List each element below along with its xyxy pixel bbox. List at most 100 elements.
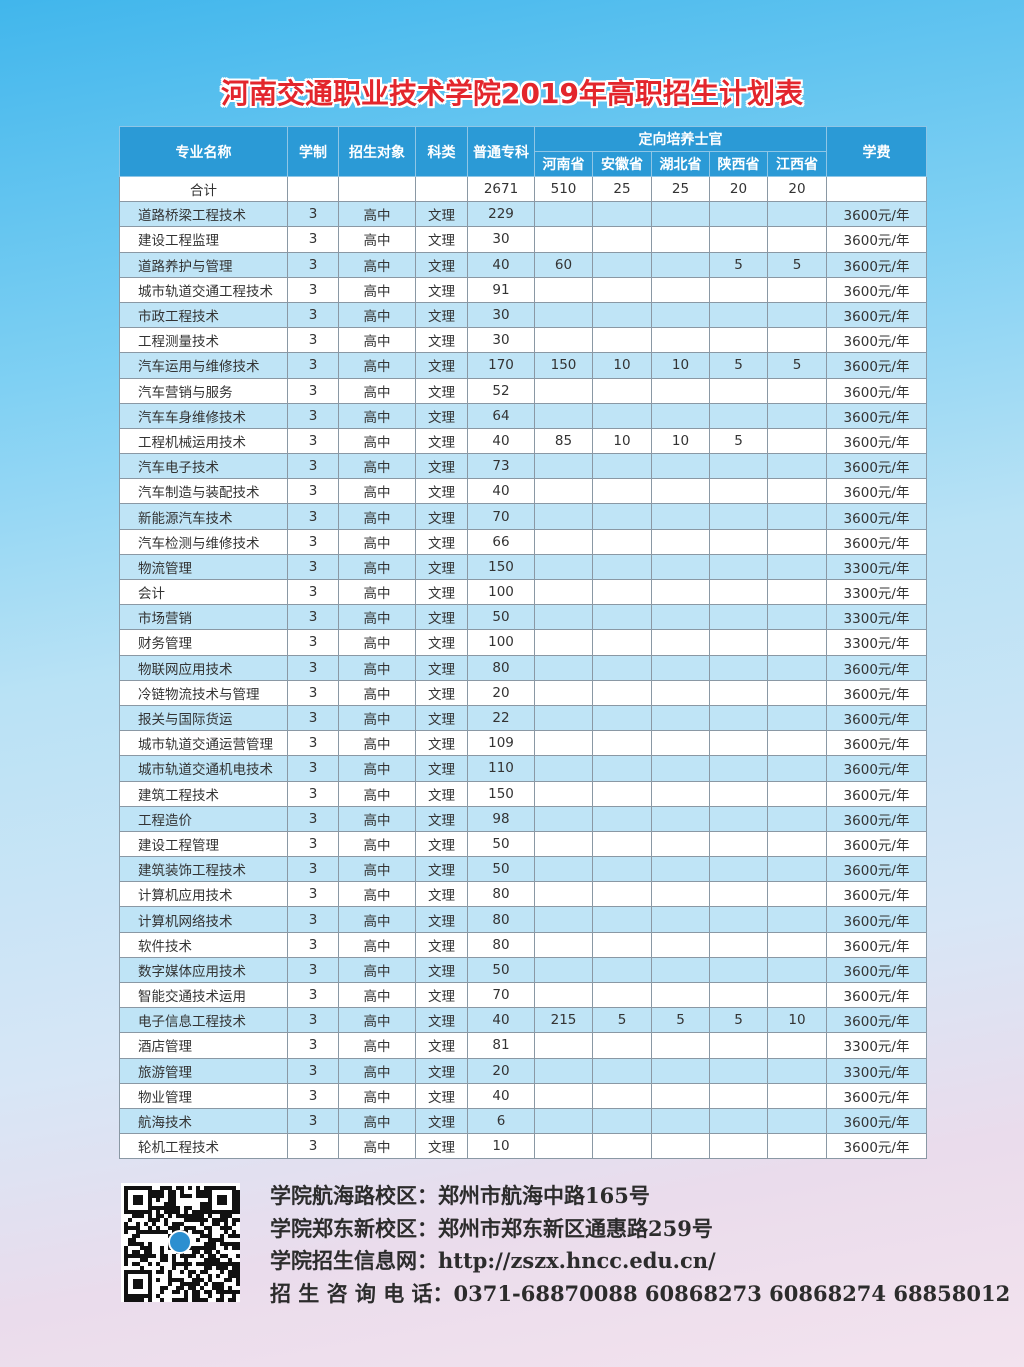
major-name: 新能源汽车技术 [119,503,288,530]
tuition-fee: 3600元/年 [826,226,927,253]
cell: 3 [287,578,339,606]
qr-code-icon [124,1186,240,1302]
cell [534,1107,593,1135]
tuition-fee: 3600元/年 [826,402,927,429]
cell: 170 [467,352,535,379]
cell [651,377,710,404]
cell [651,881,710,908]
cell: 3 [287,704,339,732]
cell [767,679,827,706]
major-name: 工程造价 [119,805,288,832]
cell [592,654,652,681]
table-row: 道路桥梁工程技术 3 高中 文理 229 3600元/年 [119,201,927,228]
cell [651,327,710,354]
header-province: 河南省 [534,151,593,177]
cell [651,805,710,832]
major-name: 计算机应用技术 [119,881,288,908]
cell: 20 [467,679,535,706]
table-row: 航海技术 3 高中 文理 6 3600元/年 [119,1107,927,1135]
cell: 5 [592,1007,652,1034]
tuition-fee: 3600元/年 [826,1082,927,1109]
cell [592,956,652,984]
cell [592,1057,652,1084]
cell: 3 [287,906,339,933]
major-name: 会计 [119,578,288,606]
cell [709,931,768,958]
cell [534,604,593,631]
cell [767,402,827,429]
table-row: 财务管理 3 高中 文理 100 3300元/年 [119,629,927,656]
cell: 70 [467,981,535,1009]
cell [592,578,652,606]
cell [534,856,593,883]
tuition-fee: 3300元/年 [826,553,927,581]
tuition-fee: 3600元/年 [826,251,927,278]
cell [767,704,827,732]
cell: 文理 [415,402,468,429]
cell [709,654,768,681]
cell: 40 [467,427,535,455]
cell [767,1107,827,1135]
cell: 高中 [338,856,416,883]
major-name: 汽车营销与服务 [119,377,288,404]
cell [592,1133,652,1160]
cell [415,175,468,203]
table-row: 工程机械运用技术 3 高中 文理 40 85 10 10 5 3600元/年 [119,427,927,455]
tuition-fee: 3600元/年 [826,981,927,1009]
cell [592,604,652,631]
header-province: 安徽省 [592,151,652,177]
cell [767,956,827,984]
cell: 10 [651,427,710,455]
header-years: 学制 [287,126,339,177]
table-row: 城市轨道交通机电技术 3 高中 文理 110 3600元/年 [119,755,927,782]
cell [709,956,768,984]
tuition-fee: 3600元/年 [826,830,927,858]
header-category: 科类 [415,126,468,177]
cell [709,1133,768,1160]
cell [534,1133,593,1160]
cell: 70 [467,503,535,530]
cell: 高中 [338,503,416,530]
cell: 文理 [415,1133,468,1160]
cell [534,327,593,354]
cell [767,906,827,933]
table-row: 建筑装饰工程技术 3 高中 文理 50 3600元/年 [119,856,927,883]
cell [592,805,652,832]
cell [534,453,593,480]
cell: 10 [651,352,710,379]
cell [767,881,827,908]
major-name: 汽车运用与维修技术 [119,352,288,379]
cell: 文理 [415,780,468,807]
cell: 3 [287,730,339,757]
cell: 3 [287,1032,339,1059]
cell [651,679,710,706]
tuition-fee: 3300元/年 [826,604,927,631]
cell: 文理 [415,528,468,555]
cell [651,629,710,656]
cell [767,1082,827,1109]
tuition-fee: 3600元/年 [826,730,927,757]
cell [592,301,652,329]
cell [767,1032,827,1059]
cell [534,377,593,404]
table-row: 物业管理 3 高中 文理 40 3600元/年 [119,1082,927,1109]
cell [709,856,768,883]
cell: 高中 [338,755,416,782]
cell [709,301,768,329]
table-row: 城市轨道交通工程技术 3 高中 文理 91 3600元/年 [119,276,927,303]
cell [709,578,768,606]
cell: 高中 [338,352,416,379]
cell: 高中 [338,604,416,631]
cell: 3 [287,327,339,354]
total-province: 25 [651,175,710,203]
table-row: 建筑工程技术 3 高中 文理 150 3600元/年 [119,780,927,807]
cell [534,301,593,329]
cell [709,780,768,807]
cell [651,956,710,984]
major-name: 酒店管理 [119,1032,288,1059]
table-row: 道路养护与管理 3 高中 文理 40 60 5 5 3600元/年 [119,251,927,278]
cell: 3 [287,503,339,530]
cell: 3 [287,856,339,883]
cell: 高中 [338,377,416,404]
table-row: 城市轨道交通运营管理 3 高中 文理 109 3600元/年 [119,730,927,757]
